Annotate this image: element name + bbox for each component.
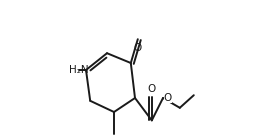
Text: H₂N: H₂N — [69, 65, 89, 75]
Text: O: O — [134, 43, 142, 53]
Text: O: O — [148, 84, 156, 94]
Text: O: O — [164, 93, 172, 103]
